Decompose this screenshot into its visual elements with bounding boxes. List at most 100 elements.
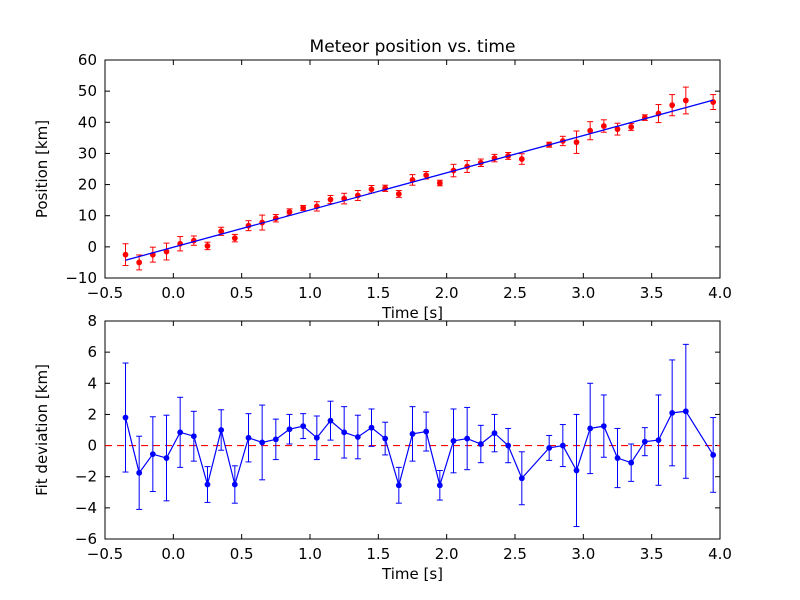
data-point: [614, 455, 621, 461]
data-point: [450, 437, 457, 444]
y-tick-label: −2: [75, 468, 97, 486]
data-point: [423, 428, 430, 435]
chart-title: Meteor position vs. time: [310, 37, 516, 57]
data-point: [327, 196, 334, 203]
data-point: [587, 425, 594, 432]
x-tick-label: 1.0: [298, 545, 322, 563]
x-tick-label: 3.5: [640, 284, 664, 302]
x-tick-label: 0.5: [230, 545, 254, 563]
data-point: [477, 441, 484, 447]
data-point: [204, 481, 211, 488]
y-tick-label: 4: [87, 374, 97, 392]
data-point: [122, 414, 129, 421]
x-tick-label: 2.0: [435, 284, 459, 302]
y-tick-label: −10: [65, 269, 97, 287]
data-point: [272, 436, 279, 443]
data-point: [136, 259, 143, 266]
data-point: [682, 97, 689, 104]
data-point: [491, 430, 498, 437]
x-axis-label: Time [s]: [381, 565, 443, 583]
x-tick-label: 4.0: [708, 545, 732, 563]
data-point: [177, 429, 184, 436]
data-point: [259, 439, 266, 446]
axes-frame: [104, 59, 721, 279]
fit-deviation-plot: −0.5 0.0 0.5 1.0 1.5 2.0 2.5 3.0 3.5 4.0 −6 −4 −2 0 2 4…: [33, 312, 732, 583]
data-point: [505, 442, 512, 449]
x-tick-label: 0.5: [230, 284, 254, 302]
y-tick-label: 2: [87, 405, 97, 423]
data-point: [655, 437, 662, 444]
data-point: [163, 455, 170, 461]
data-point: [573, 139, 580, 146]
data-point: [341, 429, 348, 436]
data-point: [628, 124, 635, 130]
position-vs-time-plot: −0.5 0.0 0.5 1.0 1.5 2.0 2.5 3.0 3.5 4.0 −10 0 10 20 3…: [33, 37, 732, 322]
x-tick-label: 2.0: [435, 545, 459, 563]
data-point: [682, 408, 689, 415]
data-point: [300, 205, 307, 211]
data-point: [204, 243, 211, 249]
y-tick-label: 40: [78, 113, 97, 131]
data-point: [669, 102, 676, 109]
data-point: [368, 424, 375, 431]
x-tick-label: −0.5: [87, 545, 123, 563]
y-axis-label: Position [km]: [33, 120, 51, 218]
data-point: [300, 423, 307, 430]
data-point: [559, 442, 566, 449]
y-tick-label: −4: [75, 499, 97, 517]
x-tick-label: 4.0: [708, 284, 732, 302]
data-point: [409, 430, 416, 437]
y-tick-label: 6: [87, 343, 97, 361]
x-tick-label: 1.0: [298, 284, 322, 302]
data-point: [149, 451, 156, 458]
data-point: [286, 426, 293, 433]
data-point: [600, 123, 607, 129]
data-point: [190, 433, 197, 440]
data-point: [368, 186, 375, 193]
y-tick-label: 0: [87, 238, 97, 256]
data-point: [518, 475, 525, 482]
data-point: [641, 438, 648, 445]
y-tick-label: 0: [87, 437, 97, 455]
x-tick-label: 3.5: [640, 545, 664, 563]
data-point: [573, 467, 580, 474]
fit-line: [125, 99, 714, 261]
x-tick-label: 0.0: [161, 545, 185, 563]
data-point: [245, 434, 252, 441]
data-point: [122, 251, 129, 258]
y-tick-label: 30: [78, 144, 97, 162]
x-tick-label: 2.5: [503, 545, 527, 563]
data-point: [354, 434, 361, 440]
data-point: [218, 427, 225, 433]
deviation-line: [124, 410, 714, 488]
data-point: [286, 209, 293, 215]
data-point: [395, 482, 402, 489]
x-tick-label: 3.0: [571, 545, 595, 563]
data-point: [313, 434, 320, 441]
data-point: [436, 482, 443, 489]
y-axis-label: Fit deviation [km]: [33, 364, 51, 496]
y-tick-label: 20: [78, 176, 97, 194]
data-point: [669, 409, 676, 416]
x-tick-label: 0.0: [161, 284, 185, 302]
data-point: [628, 459, 635, 466]
axes-frame: [104, 320, 721, 540]
data-point: [436, 180, 443, 186]
data-point: [382, 435, 389, 442]
y-tick-label: 60: [78, 51, 97, 69]
x-tick-label: 1.5: [366, 284, 390, 302]
data-point: [710, 452, 717, 458]
y-tick-label: 50: [78, 82, 97, 100]
data-point: [327, 417, 334, 424]
data-point: [136, 469, 143, 476]
data-point: [395, 191, 402, 197]
x-tick-label: 3.0: [571, 284, 595, 302]
x-tick-label: 2.5: [503, 284, 527, 302]
x-tick-label: −0.5: [87, 284, 123, 302]
y-tick-label: −6: [75, 530, 97, 548]
y-tick-label: 10: [78, 207, 97, 225]
data-point: [231, 481, 238, 488]
x-axis-label: Time [s]: [381, 304, 443, 322]
